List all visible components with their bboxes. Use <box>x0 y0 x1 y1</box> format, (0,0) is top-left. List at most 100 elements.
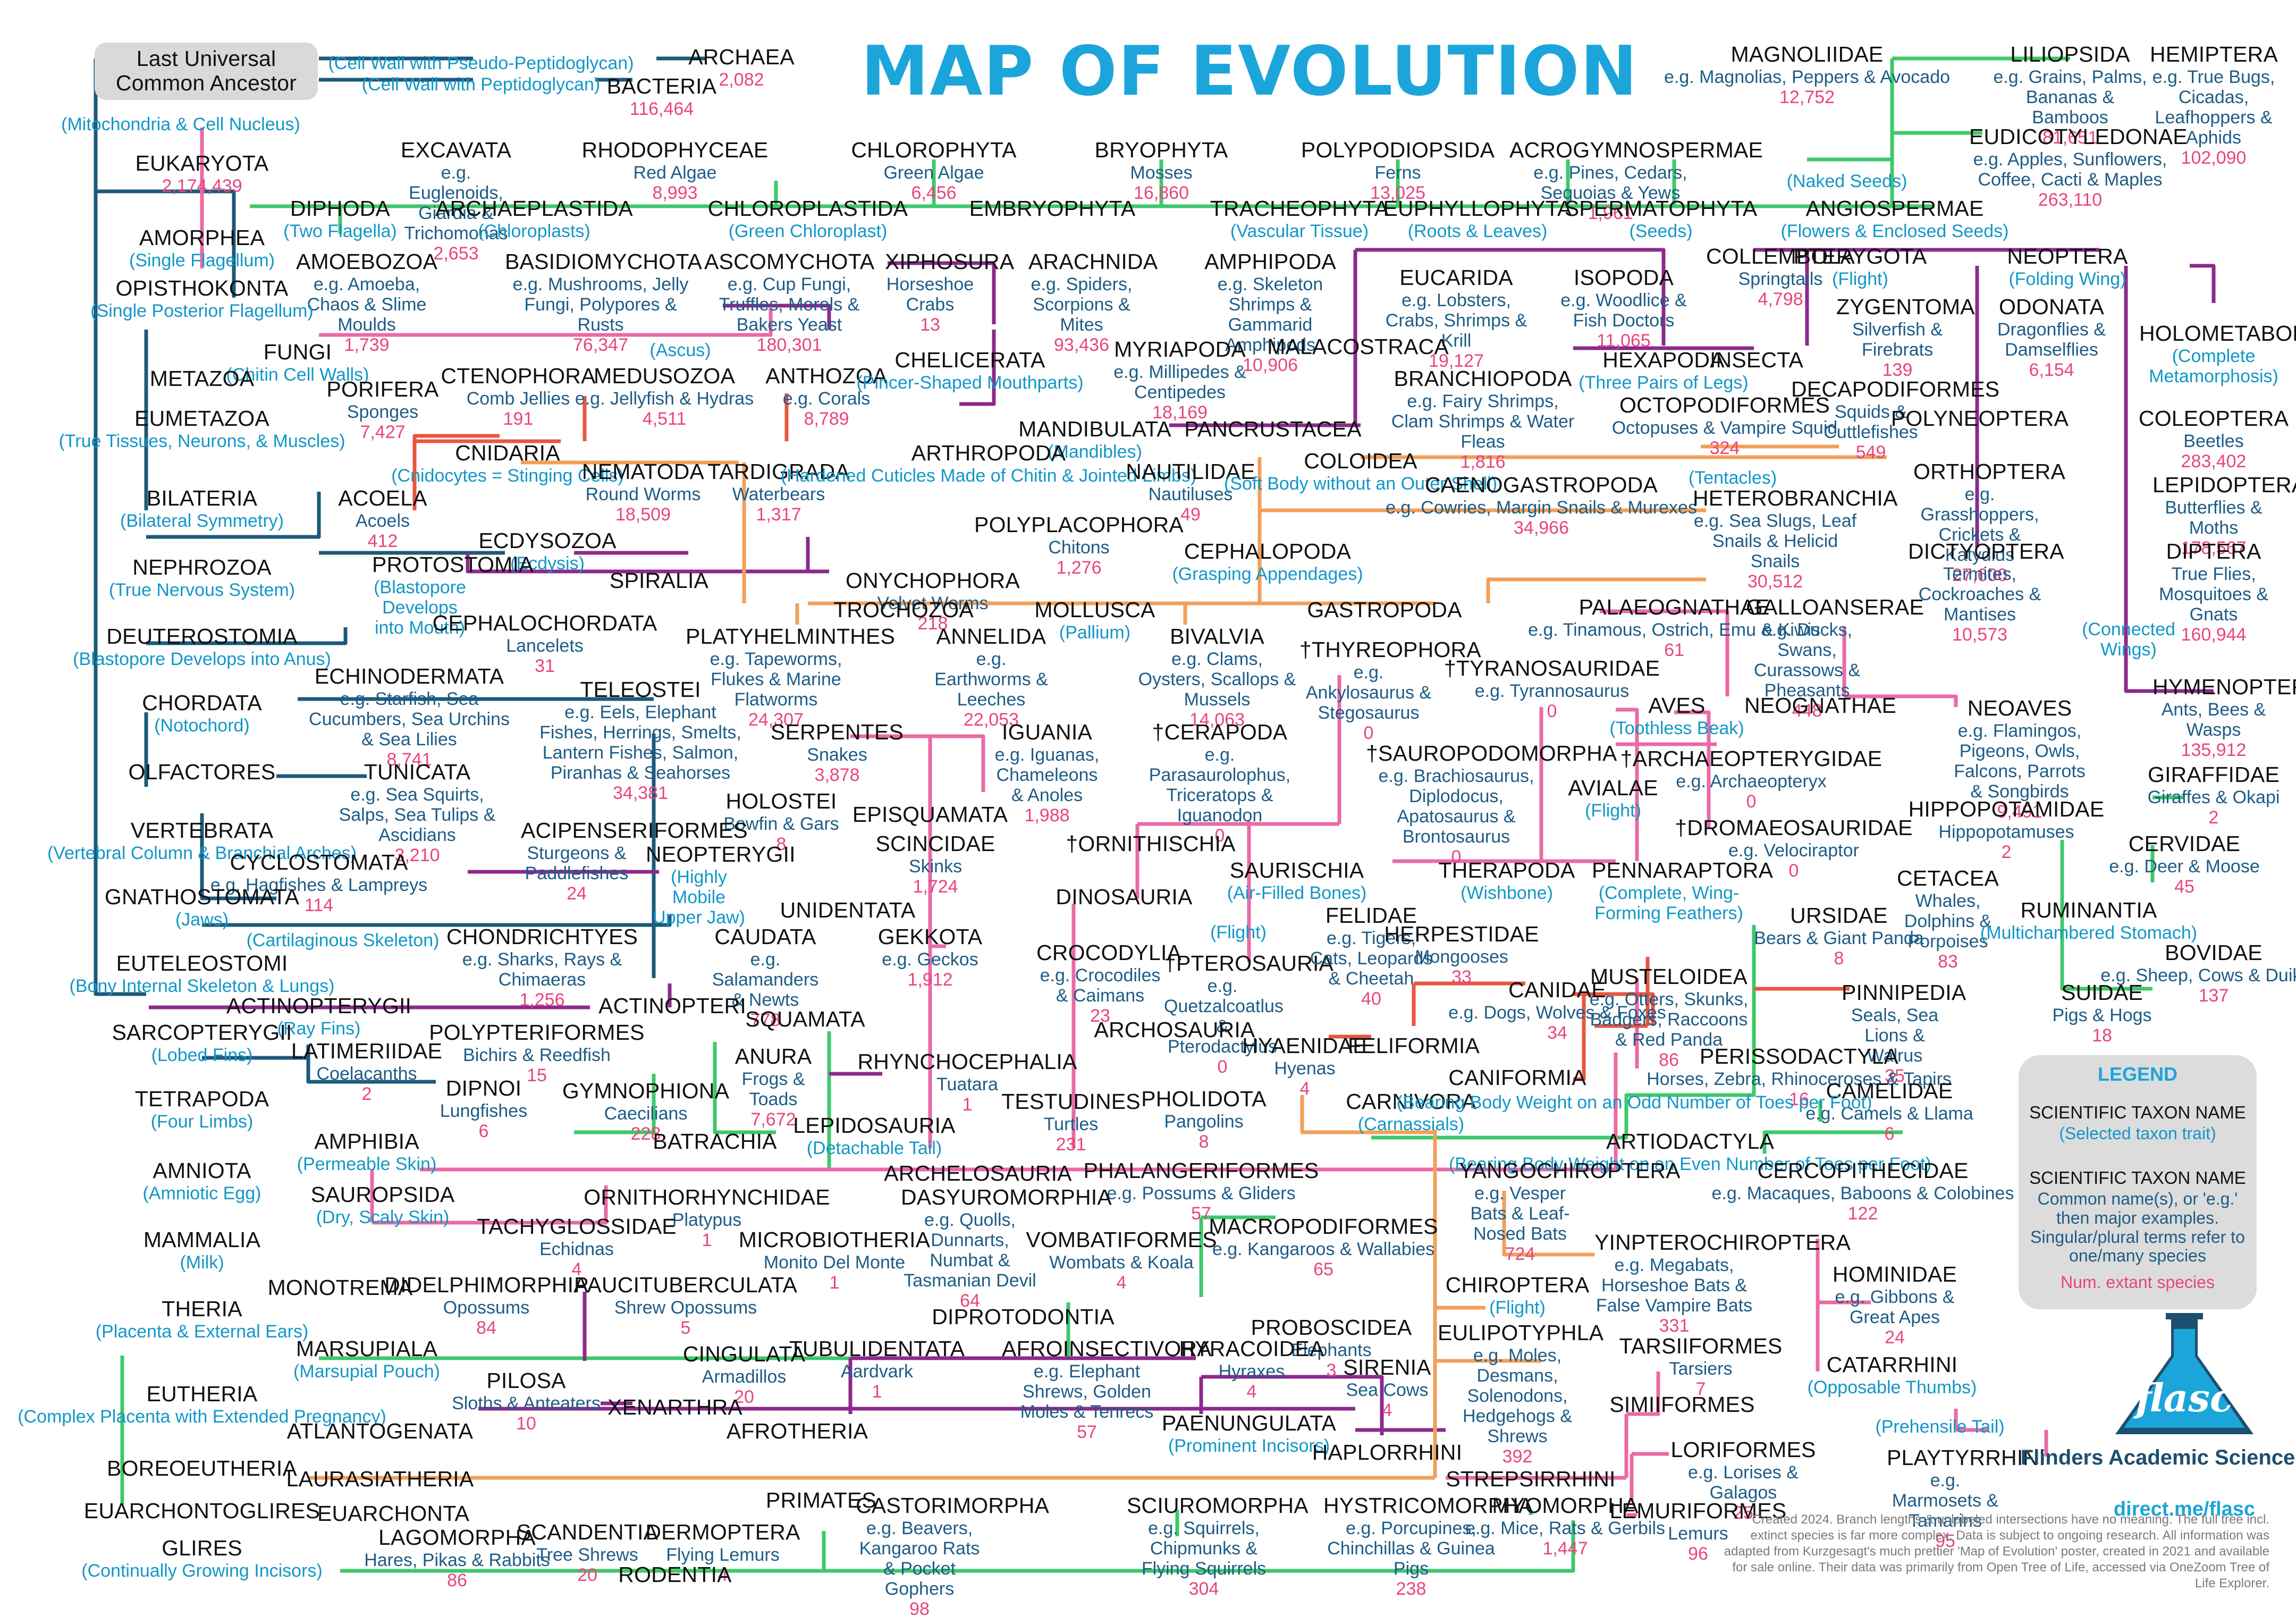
taxon-common-name: e.g. Geckos <box>882 949 978 970</box>
taxon-name: COLLEMBOLA <box>1706 244 1855 268</box>
branch-pink-94 <box>1674 710 1711 765</box>
species-count: 0 <box>1214 826 1225 846</box>
taxon-avialae: AVIALAE (Flight) <box>1568 776 1658 821</box>
taxon-common-name: Ferns <box>1374 162 1421 183</box>
taxon-name: DINOSAURIA <box>1056 885 1193 909</box>
taxon-trait: (Detachable Tail) <box>806 1138 942 1158</box>
taxon-name: ANURA <box>735 1044 812 1068</box>
taxon-name: AMOEBOZOA <box>296 249 438 274</box>
taxon-common-name: e.g. Sea Squirts, Salps, Sea Tulips & As… <box>339 784 496 846</box>
taxon-common-name: Hares, Pikas & Rabbits <box>364 1550 550 1570</box>
taxon-trait: (Cartilaginous Skeleton) <box>246 930 440 950</box>
taxon-common-name: Flying Lemurs <box>666 1544 780 1565</box>
taxon-name: UNIDENTATA <box>780 898 916 922</box>
species-count: 1,447 <box>1542 1538 1588 1559</box>
branch-purple-60 <box>466 553 829 574</box>
branch-green-45 <box>340 1520 1575 1573</box>
taxon-common-name: Hyraxes <box>1218 1361 1285 1382</box>
taxon-common-name: e.g. Porcupines, Chinchillas & Guinea Pi… <box>1327 1518 1495 1579</box>
taxon-name: XIPHOSURA <box>885 249 1015 274</box>
taxon-common-name: e.g. Spiders, Scorpions & Mites <box>1031 274 1133 335</box>
taxon-name: CROCODYLIA <box>1036 940 1182 965</box>
taxon-flight2: (Flight) <box>1210 922 1267 943</box>
taxon-common-name: Tarsiers <box>1669 1358 1733 1379</box>
taxon-macropodi: MACROPODIFORMES e.g. Kangaroos & Wallabie… <box>1209 1214 1438 1280</box>
species-count: 778 <box>750 1010 781 1031</box>
club-name: Flinders Academic Science Club <box>2020 1446 2296 1469</box>
taxon-name: NEPHROZOA <box>132 555 272 579</box>
taxon-carnivora: CARNIVORA (Carnassials) <box>1346 1089 1476 1134</box>
taxon-name: ONYCHOPHORA <box>846 568 1020 593</box>
taxon-dictyoptera: DICTYOPTERA Termites, Cockroaches & Manti… <box>1908 539 2064 645</box>
species-count: 283,402 <box>2181 451 2247 472</box>
taxon-name: MOLLUSCA <box>1034 598 1155 622</box>
taxon-opisthokonta: OPISTHOKONTA (Single Posterior Flagellum) <box>90 276 314 321</box>
taxon-trait: (Mandibles) <box>1048 441 1142 462</box>
taxon-name: CINGULATA <box>682 1342 806 1366</box>
species-count: 23 <box>1090 1006 1110 1026</box>
species-count: 4 <box>1382 1400 1392 1420</box>
taxon-common-name: Lancelets <box>506 635 584 656</box>
species-count: 10 <box>516 1413 536 1434</box>
taxon-name: RUMINANTIA <box>2020 898 2157 922</box>
taxon-name: NEOAVES <box>1967 696 2072 720</box>
taxon-name: EUTELEOSTOMI <box>116 951 288 975</box>
taxon-diphoda: DIPHODA (Two Flagella) <box>283 196 397 241</box>
taxon-batrachia: BATRACHIA <box>653 1129 776 1154</box>
species-count: 65 <box>1313 1259 1333 1280</box>
taxon-oddtoes: (Bearing Body Weight on an Odd Number of… <box>1397 1092 1872 1113</box>
taxon-teleostei: TELEOSTEI e.g. Eels, Elephant Fishes, Her… <box>534 677 747 803</box>
taxon-name: ARCHOSAURIA <box>1094 1017 1255 1042</box>
taxon-protostomia: PROTOSTOMIA (Blastopore Develops into Mou… <box>372 552 533 638</box>
taxon-common-name: Octopuses & Vampire Squid <box>1611 417 1838 438</box>
taxon-trait: (Carnassials) <box>1357 1114 1465 1134</box>
taxon-trait: (Blastopore Develops into Mouth) <box>374 577 466 638</box>
species-count: 218 <box>917 613 948 634</box>
taxon-name: CHIROPTERA <box>1445 1273 1590 1297</box>
taxon-name: GASTROPODA <box>1307 598 1462 622</box>
species-count: 4 <box>1299 1078 1310 1099</box>
taxon-nephrozoa: NEPHROZOA (True Nervous System) <box>109 555 295 600</box>
branch-purple-50 <box>959 330 996 406</box>
taxon-pholidota: PHOLIDOTA Pangolins 8 <box>1141 1087 1267 1152</box>
taxon-trait: (Vascular Tissue) <box>1230 221 1369 241</box>
taxon-pinnipedia: PINNIPEDIA Seals, Sea Lions & Walrus 35 <box>1842 980 1966 1086</box>
taxon-name: INSECTA <box>1709 348 1804 372</box>
taxon-name: NAUTILIDAE <box>1126 459 1255 484</box>
taxon-name: AVIALAE <box>1568 776 1658 800</box>
taxon-crocodylia: CROCODYLIA e.g. Crocodiles & Caimans 23 <box>1036 940 1182 1026</box>
taxon-name: LAGOMORPHA <box>378 1525 536 1550</box>
taxon-amphipoda: AMPHIPODA e.g. Skeleton Shrimps & Gammari… <box>1191 249 1350 375</box>
taxon-name: ECDYSOZOA <box>478 528 617 553</box>
taxon-trait: (Cell Wall with Peptidoglycan) <box>361 74 601 95</box>
taxon-trait: (Flight) <box>1585 800 1641 821</box>
taxon-name: SPIRALIA <box>609 568 709 593</box>
taxon-caudata: CAUDATA e.g. Salamanders & Newts 778 <box>707 924 824 1031</box>
taxon-name: RHODOPHYCEAE <box>581 138 769 162</box>
taxon-common-name: Dragonflies & Damselflies <box>1997 319 2106 360</box>
species-count: 1 <box>962 1094 973 1115</box>
taxon-tunicata: TUNICATA e.g. Sea Squirts, Salps, Sea Tul… <box>330 760 505 865</box>
taxon-cephalopoda: CEPHALOPODA (Grasping Appendages) <box>1172 539 1363 584</box>
species-count: 0 <box>1217 1057 1228 1078</box>
taxon-common-name: Hyenas <box>1274 1058 1336 1079</box>
taxon-name: CHLOROPHYTA <box>851 138 1017 162</box>
species-count: 10,573 <box>1952 625 2007 645</box>
taxon-common-name: e.g. Ankylosaurus & Stegosaurus <box>1305 662 1432 723</box>
taxon-cartskel: (Cartilaginous Skeleton) <box>247 930 440 950</box>
taxon-name: ACTINOPTERI <box>598 994 746 1018</box>
taxon-name: ACOELA <box>338 486 427 510</box>
species-count: 2,174,439 <box>162 175 242 196</box>
taxon-name: CTENOPHORA <box>441 364 596 388</box>
taxon-nematoda: NEMATODA Round Worms 18,509 <box>582 459 704 525</box>
taxon-common-name: e.g. Lorises & Galagos <box>1688 1462 1799 1503</box>
taxon-name: DEUTEROSTOMIA <box>106 624 298 649</box>
taxon-name: CAMELIDAE <box>1826 1079 1953 1103</box>
taxon-common-name: Green Algae <box>883 162 984 183</box>
taxon-scincidae: SCINCIDAE Skinks 1,724 <box>875 831 995 897</box>
taxon-common-name: e.g. Iguanas, Chameleons & Anoles <box>994 744 1100 806</box>
taxon-name: ODONATA <box>1998 294 2105 319</box>
taxon-ecdysozoa: ECDYSOZOA (Ecdysis) <box>478 528 617 574</box>
taxon-tubulidentata: TUBULIDENTATA Aardvark 1 <box>789 1336 965 1402</box>
taxon-paucituber: PAUCITUBERCULATA Shrew Opossums 5 <box>574 1273 797 1338</box>
